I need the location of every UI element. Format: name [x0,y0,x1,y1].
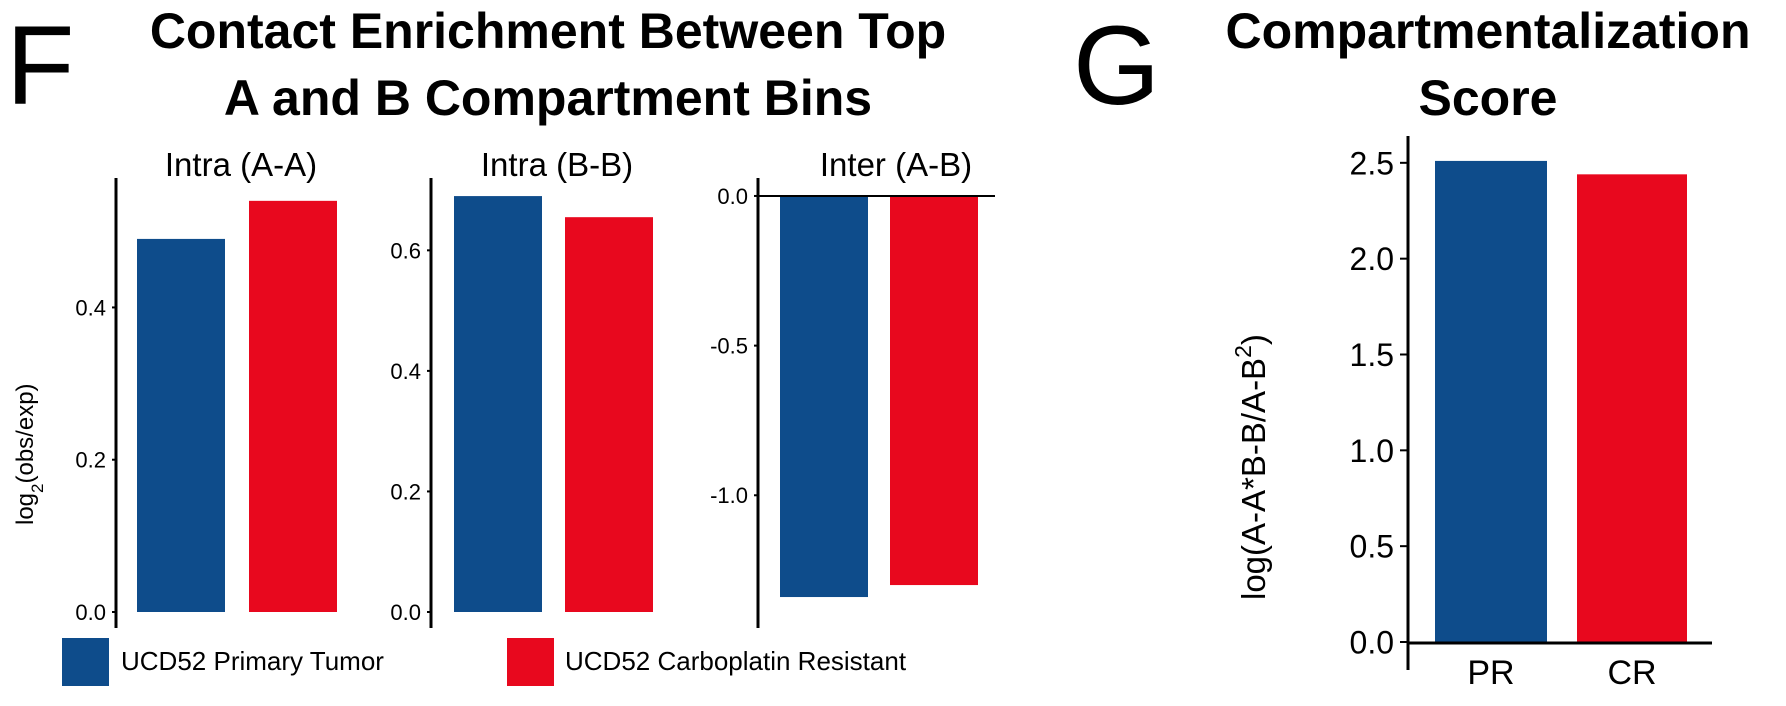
subplot-intra-bb: 0.0 0.2 0.4 0.6 Intra (B-B) [390,146,653,628]
panel-g-letter: G [1073,3,1160,128]
y-tick-label: 0.0 [390,600,421,625]
panel-f-title-line2: A and B Compartment Bins [224,70,872,126]
legend-swatch-resistant [507,638,554,686]
y-tick-label: 0.6 [390,238,421,263]
panel-g-ylabel-sup: 2 [1230,345,1256,358]
panel-f-ylabel: log2(obs/exp) [12,383,47,525]
y-tick-label: 0.0 [75,600,106,625]
bar-primary [780,195,868,598]
panel-g-ylabel-main: log(A-A*B-B/A-B [1235,358,1272,600]
legend-label-primary: UCD52 Primary Tumor [121,646,384,676]
y-tick-label: 0.5 [1350,529,1394,565]
panel-g-ylabel-rest: ) [1235,334,1272,345]
y-tick-label: 0.2 [390,479,421,504]
subplot-compartmentalization-score: 0.0 0.5 1.0 1.5 2.0 2.5 PR CR [1350,136,1712,692]
y-tick-label: -0.5 [710,334,748,359]
legend: UCD52 Primary Tumor UCD52 Carboplatin Re… [62,638,907,686]
panel-g-ylabel: log(A-A*B-B/A-B2) [1230,334,1272,600]
subplot-title: Intra (B-B) [481,146,633,183]
legend-swatch-primary [62,638,109,686]
y-tick-label: 0.2 [75,448,106,473]
bar-pr [1435,160,1547,642]
y-tick-label: 0.4 [390,359,421,384]
y-tick-label: 1.0 [1350,433,1394,469]
y-tick-label: 1.5 [1350,337,1394,373]
subplot-title: Intra (A-A) [165,146,317,183]
y-tick-label: 2.0 [1350,241,1394,277]
bar-resistant [565,217,653,613]
panel-f-letter: F [6,3,74,128]
y-tick-label: 0.0 [717,184,748,209]
bar-primary [137,238,225,612]
subplot-inter-ab: 0.0 -0.5 -1.0 Inter (A-B) [710,146,995,628]
y-tick-label: -1.0 [710,483,748,508]
panel-f-ylabel-sub: 2 [28,484,47,493]
panel-f-title-line1: Contact Enrichment Between Top [150,3,946,59]
subplot-title: Inter (A-B) [820,146,972,183]
panel-f-ylabel-rest: (obs/exp) [12,383,39,483]
bar-primary [454,196,542,613]
legend-label-resistant: UCD52 Carboplatin Resistant [565,646,907,676]
y-tick-label: 2.5 [1350,145,1394,181]
subplot-intra-aa: 0.0 0.2 0.4 Intra (A-A) [75,146,337,628]
x-tick-label-cr: CR [1607,654,1656,692]
y-tick-label: 0.0 [1350,625,1394,661]
x-tick-label-pr: PR [1467,654,1514,692]
bar-cr [1577,174,1687,643]
panel-f-ylabel-main: log [12,493,39,525]
panel-g-title-line1: Compartmentalization [1225,3,1750,59]
bar-resistant [249,200,337,612]
y-tick-label: 0.4 [75,295,106,320]
panel-g-title-line2: Score [1419,70,1558,126]
bar-resistant [890,195,978,586]
